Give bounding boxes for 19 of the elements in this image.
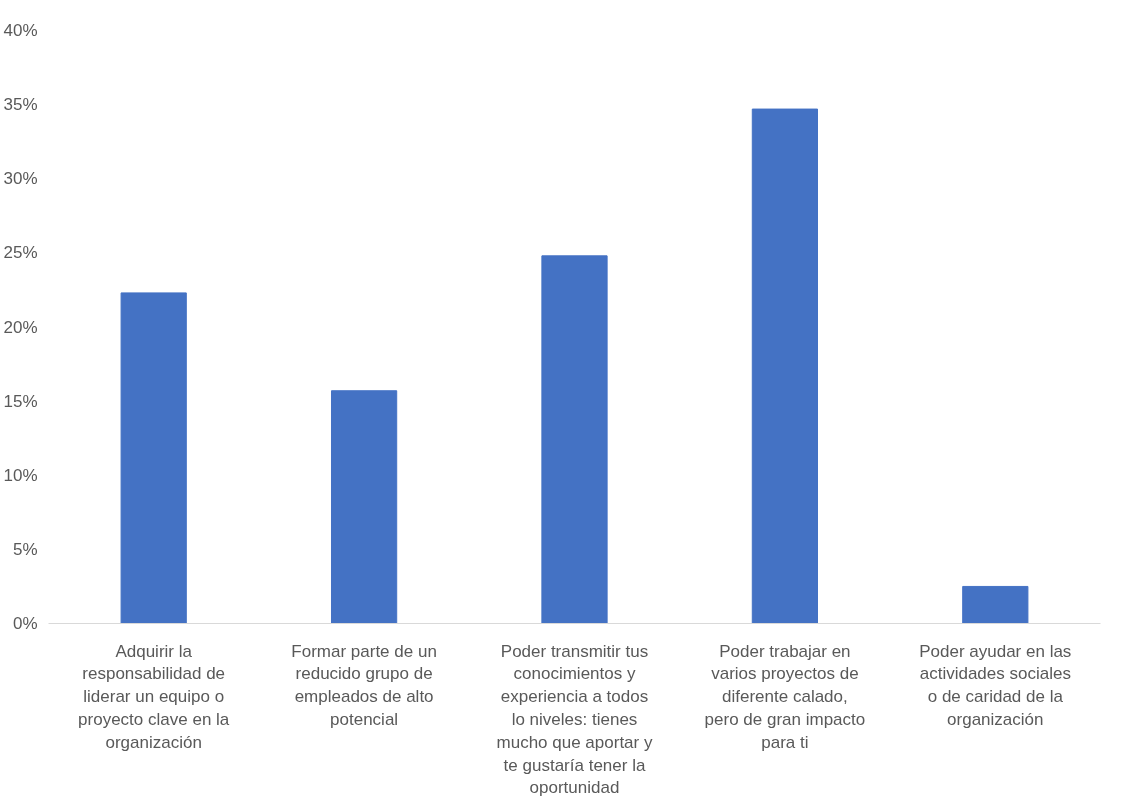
x-tick-label: Formar parte de un reducido grupo de empleados de alto potencial bbox=[291, 641, 437, 729]
bar bbox=[962, 585, 1029, 624]
y-tick-label: 30% bbox=[3, 169, 38, 189]
y-tick-label: 35% bbox=[3, 95, 38, 115]
x-tick-label: Poder ayudar en las actividades sociales o de caridad de la organización bbox=[919, 641, 1072, 729]
bar bbox=[330, 390, 398, 624]
x-tick-label: Poder transmitir tus conocimientos y experiencia a todos lo niveles: tienes mucho que aportar y te gustaría tener la oportunidad bbox=[496, 641, 653, 798]
y-tick-label: 5% bbox=[12, 539, 38, 559]
x-tick-label: Poder trabajar en varios proyectos de diferente calado, pero de gran impacto para ti bbox=[704, 641, 866, 752]
bar bbox=[541, 255, 608, 624]
x-tick-label: Adquirir la responsabilidad de liderar un equipo o proyecto clave en la organización bbox=[78, 641, 230, 752]
bar bbox=[751, 108, 819, 624]
bar bbox=[120, 292, 187, 624]
y-tick-label: 20% bbox=[3, 317, 38, 337]
y-tick-label: 40% bbox=[3, 21, 38, 40]
y-tick-label: 15% bbox=[3, 391, 38, 411]
y-tick-label: 0% bbox=[12, 614, 38, 633]
y-tick-label: 25% bbox=[3, 243, 38, 263]
y-tick-label: 10% bbox=[3, 465, 38, 485]
